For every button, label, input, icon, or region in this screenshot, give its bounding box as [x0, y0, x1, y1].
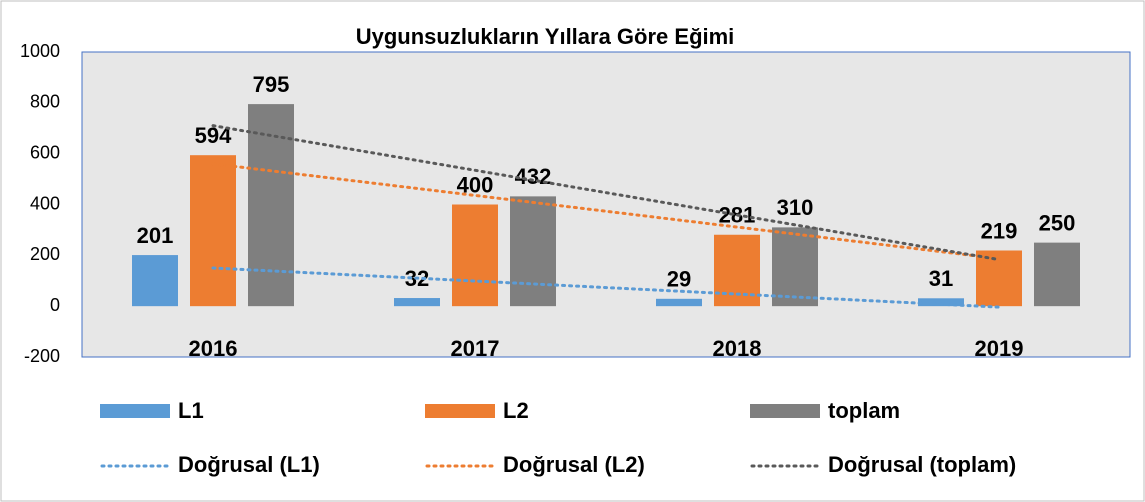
legend-label: Doğrusal (L1)	[178, 452, 320, 477]
data-label: 432	[515, 164, 552, 189]
data-label: 250	[1039, 210, 1076, 235]
bar	[1034, 242, 1080, 307]
legend-swatch	[750, 404, 820, 418]
legend-label: Doğrusal (L2)	[503, 452, 645, 477]
chart-title: Uygunsuzlukların Yıllara Göre Eğimi	[356, 24, 735, 49]
y-tick-label: 1000	[20, 41, 60, 61]
y-tick-label: 400	[30, 193, 60, 213]
x-tick-label: 2016	[189, 336, 238, 361]
data-label: 310	[777, 195, 814, 220]
x-tick-label: 2018	[713, 336, 762, 361]
trendline	[211, 266, 1001, 309]
bar	[452, 204, 498, 307]
legend-label: Doğrusal (toplam)	[828, 452, 1016, 477]
data-label: 201	[137, 223, 174, 248]
bar	[656, 298, 702, 307]
legend-swatch	[425, 404, 495, 418]
x-tick-label: 2017	[451, 336, 500, 361]
legend-label: toplam	[828, 398, 900, 423]
data-label: 31	[929, 266, 953, 291]
bar	[394, 298, 440, 307]
y-tick-label: 800	[30, 92, 60, 112]
bar	[132, 255, 178, 307]
data-label: 29	[667, 267, 691, 292]
data-label: 795	[253, 72, 290, 97]
bar	[248, 104, 294, 307]
y-tick-label: -200	[24, 346, 60, 366]
x-tick-label: 2019	[975, 336, 1024, 361]
y-tick-label: 600	[30, 142, 60, 162]
bar	[772, 227, 818, 307]
y-tick-label: 0	[50, 295, 60, 315]
data-label: 219	[981, 218, 1018, 243]
trendline	[211, 124, 1001, 262]
trendline	[211, 162, 1001, 261]
legend-label: L1	[178, 398, 204, 423]
plot-area	[81, 51, 1131, 358]
bar	[510, 196, 556, 307]
legend-label: L2	[503, 398, 529, 423]
y-tick-label: 200	[30, 244, 60, 264]
bar	[190, 155, 236, 307]
bar	[918, 298, 964, 307]
legend-swatch	[100, 404, 170, 418]
